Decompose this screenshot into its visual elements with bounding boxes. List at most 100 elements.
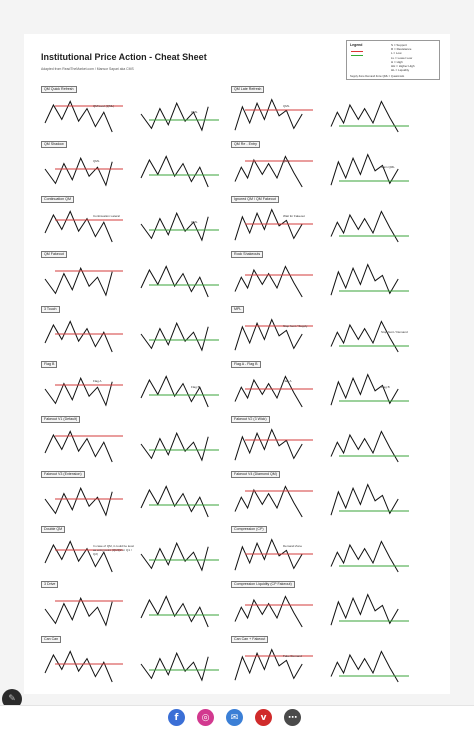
legend-footer: Supply Zone Demand Zone QML = Quasimodo [350, 75, 405, 78]
pattern-label: Fakeout V1 (Default) [41, 416, 81, 423]
pattern-section: Compression Liquidity (CP Fakeout) [231, 581, 427, 641]
pattern-section: Compression (CP) Demand Zone [231, 526, 427, 586]
pattern-diagram [234, 153, 409, 188]
pattern-diagram [44, 375, 219, 408]
pattern-diagram [234, 538, 409, 573]
pattern-label: Fakeout V3 (Extension) [41, 471, 85, 478]
page-title: Institutional Price Action - Cheat Sheet [41, 52, 207, 62]
legend-item: R = Resistance [391, 47, 412, 52]
pattern-diagram [234, 98, 409, 133]
pattern-diagram [234, 373, 409, 408]
pattern-note: Demand Zone [283, 544, 303, 548]
pattern-diagram [234, 428, 409, 463]
pattern-section: Can Can + Fakeout Fake Demand [231, 636, 427, 696]
pattern-diagram [44, 485, 219, 518]
pattern-label: 3 Touch [41, 306, 60, 313]
legend-item: H = High [391, 59, 403, 64]
pattern-section: Flag B Flag A Flag B [41, 361, 237, 421]
pattern-label: Fakeout V4 (Diamond QM) [231, 471, 280, 478]
pattern-diagram [44, 265, 219, 298]
pattern-note: Fake Demand [283, 654, 302, 658]
pattern-label: Ignored QM / QM Fakeout [231, 196, 279, 203]
legend-demand-line [351, 55, 363, 56]
pattern-label: Can Can [41, 636, 62, 643]
pattern-section: MPL Stop hunt / Supply Stop hunt / Demand [231, 306, 427, 366]
pattern-section: Fakeout V3 (Extension) [41, 471, 237, 531]
pattern-diagram [44, 210, 219, 243]
pattern-note: QML [191, 110, 198, 114]
pattern-section: Flag A - Flag B Flag A Flag B [231, 361, 427, 421]
pattern-note: Flag A [283, 379, 292, 383]
legend-supply-line [351, 51, 363, 52]
legend-item: LL = Lower Low [391, 55, 413, 60]
pattern-label: Continuation QM [41, 196, 74, 203]
pattern-diagram [234, 593, 409, 628]
email-icon[interactable]: ✉ [226, 709, 243, 726]
pattern-section: QM Shadow QML [41, 141, 237, 201]
pattern-label: Rock Shakeouts [231, 251, 264, 258]
pattern-label: MPL [231, 306, 245, 313]
pattern-note: Flag B [381, 385, 390, 389]
page-subtitle: Adapted from ReadTheMarket.com / Mansor … [41, 67, 134, 71]
pattern-diagram [44, 430, 219, 463]
pattern-diagram [44, 595, 219, 628]
pattern-section: QM Late Refresh QML [231, 86, 427, 146]
pattern-diagram [44, 650, 219, 683]
pattern-note: QML [283, 159, 290, 163]
pattern-section: Can Can [41, 636, 237, 696]
pattern-section: Ignored QM / QM Fakeout Wait for Fakeout [231, 196, 427, 256]
pattern-note: Wait for Fakeout [283, 214, 305, 218]
legend-box: Legend S = Support R = Resistance L = Lo… [346, 40, 440, 80]
edit-pen-button[interactable]: ✎ [2, 689, 22, 709]
pattern-note: Stop hunt / Supply [283, 324, 308, 328]
pattern-diagram [234, 483, 409, 518]
pattern-label: Fakeout V2 (3 Wick) [231, 416, 270, 423]
pattern-diagram [44, 540, 219, 573]
legend-items: S = Support R = Resistance L = Low LL = … [391, 43, 415, 72]
pattern-label: Flag A - Flag B [231, 361, 261, 368]
pinterest-icon[interactable]: v [255, 709, 272, 726]
instagram-icon[interactable]: ◎ [197, 709, 214, 726]
pattern-section: Continuation QM Continuation Lateral QML [41, 196, 237, 256]
pattern-label: QM Fakeout [41, 251, 67, 258]
pattern-note: Continuation Lateral [93, 214, 120, 218]
pattern-note: In case of QM, it could be level as entr… [93, 544, 135, 556]
more-apps-icon[interactable]: ⋯ [284, 709, 301, 726]
pattern-section: 3 Touch [41, 306, 237, 366]
pattern-diagram [44, 320, 219, 353]
pattern-diagram [234, 263, 409, 298]
pattern-note: QML [283, 104, 290, 108]
legend-title: Legend [350, 43, 363, 47]
legend-item: HL = Liquidity [391, 68, 410, 73]
pattern-section: QM Fakeout [41, 251, 237, 311]
pattern-label: QM Shadow [41, 141, 67, 148]
pattern-label: QM Re - Entry [231, 141, 260, 148]
pattern-section: QM Quick Refresh QM level (QML) QML [41, 86, 237, 146]
pattern-note: Stop hunt / Demand [381, 330, 408, 334]
pattern-label: Flag B [41, 361, 58, 368]
facebook-icon[interactable]: f [168, 709, 185, 726]
pattern-label: 3 Drive [41, 581, 59, 588]
pattern-diagram [234, 318, 409, 353]
pattern-note: QML [93, 159, 100, 163]
pattern-diagram [44, 155, 219, 188]
pattern-note: Flag A [93, 379, 102, 383]
pattern-section: Fakeout V2 (3 Wick) [231, 416, 427, 476]
pattern-label: QM Late Refresh [231, 86, 265, 93]
pattern-label: Can Can + Fakeout [231, 636, 269, 643]
pattern-note: QML [191, 220, 198, 224]
pattern-note: QM level (QML) [93, 104, 115, 108]
pattern-section: Double QM In case of QM, it could be leve… [41, 526, 237, 586]
cheat-sheet-page: Institutional Price Action - Cheat Sheet… [24, 34, 450, 694]
pattern-label: Compression Liquidity (CP Fakeout) [231, 581, 295, 588]
pattern-note: Main QML [381, 165, 395, 169]
legend-item: S = Support [391, 43, 407, 47]
pattern-section: QM Re - Entry QML Main QML [231, 141, 427, 201]
pattern-section: Fakeout V4 (Diamond QM) [231, 471, 427, 531]
legend-item: L = Low [391, 51, 402, 56]
pattern-section: 3 Drive [41, 581, 237, 641]
legend-item: HH = Higher High [391, 64, 415, 69]
pattern-diagram [44, 100, 219, 133]
pattern-diagram [234, 208, 409, 243]
pattern-label: Double QM [41, 526, 66, 533]
